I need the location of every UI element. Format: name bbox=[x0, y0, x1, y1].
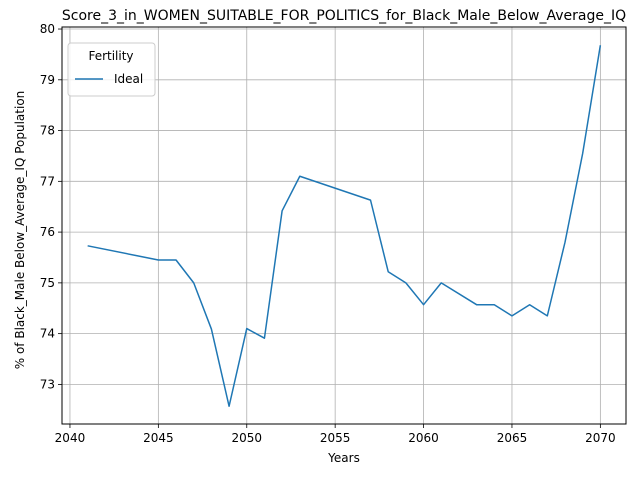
x-tick-label: 2050 bbox=[231, 431, 262, 445]
y-tick-label: 77 bbox=[40, 174, 55, 188]
y-tick-label: 78 bbox=[40, 124, 55, 138]
y-axis-ticks: 73 74 75 76 77 78 79 80 bbox=[40, 22, 62, 391]
x-tick-label: 2065 bbox=[497, 431, 528, 445]
y-tick-label: 73 bbox=[40, 377, 55, 391]
x-axis-ticks: 2040 2045 2050 2055 2060 2065 2070 bbox=[55, 424, 616, 445]
x-tick-label: 2060 bbox=[408, 431, 439, 445]
x-tick-label: 2040 bbox=[55, 431, 86, 445]
y-tick-label: 75 bbox=[40, 276, 55, 290]
y-axis-label: % of Black_Male Below_Average_IQ Populat… bbox=[13, 91, 27, 370]
y-tick-label: 76 bbox=[40, 225, 55, 239]
y-tick-label: 74 bbox=[40, 327, 55, 341]
grid-lines bbox=[62, 27, 626, 424]
y-tick-label: 79 bbox=[40, 73, 55, 87]
chart-title: Score_3_in_WOMEN_SUITABLE_FOR_POLITICS_f… bbox=[62, 8, 626, 24]
legend-title: Fertility bbox=[88, 49, 133, 63]
y-tick-label: 80 bbox=[40, 22, 55, 36]
legend: Fertility Ideal bbox=[67, 42, 156, 97]
x-tick-label: 2070 bbox=[585, 431, 616, 445]
x-axis-label: Years bbox=[327, 451, 360, 465]
legend-box bbox=[67, 42, 156, 97]
series-line-ideal bbox=[87, 45, 602, 407]
plot-frame bbox=[61, 26, 627, 425]
x-tick-label: 2055 bbox=[320, 431, 351, 445]
series-layer bbox=[87, 45, 602, 407]
x-tick-label: 2045 bbox=[143, 431, 174, 445]
legend-entry-label: Ideal bbox=[114, 72, 143, 86]
